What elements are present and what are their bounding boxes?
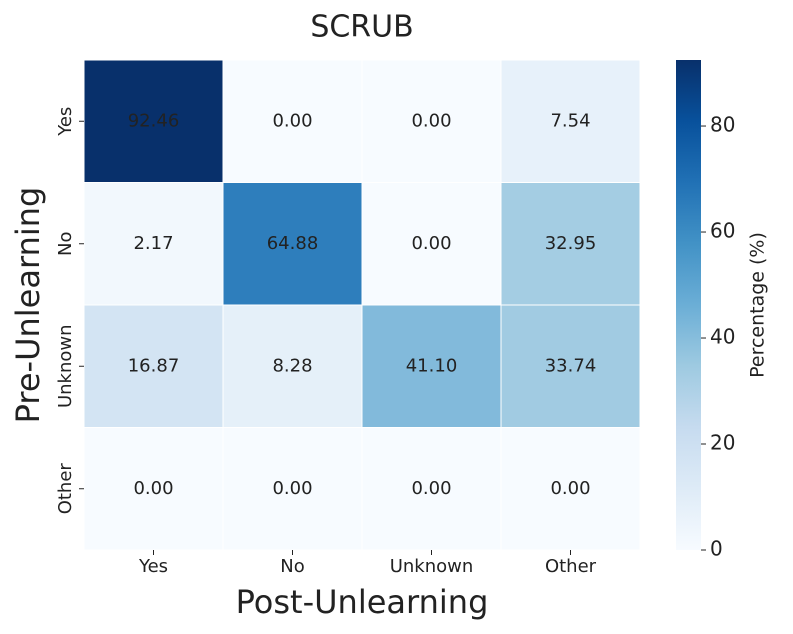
cell-value-label: 16.87 (128, 355, 180, 376)
y-tick-label: No (55, 232, 76, 256)
x-tick-label: Yes (138, 556, 168, 577)
cell-value-label: 32.95 (545, 233, 597, 254)
heatmap-cell (361, 427, 502, 551)
cell-value-label: 7.54 (550, 110, 590, 131)
heatmap-cell (222, 427, 363, 551)
cell-value-label: 92.46 (128, 110, 180, 131)
heatmap-cell (500, 427, 641, 551)
colorbar-tick-label: 20 (710, 431, 735, 455)
heatmap-cell (222, 304, 363, 428)
colorbar-tick-label: 80 (710, 113, 735, 137)
x-tick-label: Other (545, 556, 597, 577)
y-tick-label: Other (55, 463, 76, 515)
colorbar (676, 60, 701, 550)
heatmap-cell (222, 59, 363, 183)
heatmap-cell (361, 59, 502, 183)
x-tick-label: Unknown (390, 556, 474, 577)
cell-value-label: 0.00 (550, 478, 590, 499)
heatmap-cell (83, 427, 224, 551)
cell-value-label: 0.00 (411, 110, 451, 131)
cell-value-label: 33.74 (545, 355, 597, 376)
cell-value-label: 64.88 (267, 233, 319, 254)
heatmap-cell (222, 182, 363, 306)
colorbar-label: Percentage (%) (747, 232, 769, 378)
heatmap-cell (500, 304, 641, 428)
colorbar-tick-label: 0 (710, 537, 723, 561)
heatmap-cell (500, 59, 641, 183)
cell-value-label: 0.00 (411, 233, 451, 254)
heatmap-cell (83, 182, 224, 306)
cell-value-label: 0.00 (411, 478, 451, 499)
heatmap-cell (500, 182, 641, 306)
colorbar-tick-label: 40 (710, 325, 735, 349)
y-tick-label: Yes (55, 107, 76, 137)
y-axis-label: Pre-Unlearning (9, 187, 47, 424)
cell-value-label: 0.00 (272, 478, 312, 499)
chart-title: SCRUB (310, 10, 413, 45)
cell-value-label: 2.17 (133, 233, 173, 254)
colorbar-tick-label: 60 (710, 219, 735, 243)
cell-value-label: 41.10 (406, 355, 458, 376)
cell-value-label: 0.00 (133, 478, 173, 499)
x-tick-label: No (280, 556, 304, 577)
cell-value-label: 0.00 (272, 110, 312, 131)
heatmap-cell (83, 59, 224, 183)
y-tick-label: Unknown (55, 324, 76, 408)
cell-value-label: 8.28 (272, 355, 312, 376)
x-axis-label: Post-Unlearning (236, 583, 489, 621)
